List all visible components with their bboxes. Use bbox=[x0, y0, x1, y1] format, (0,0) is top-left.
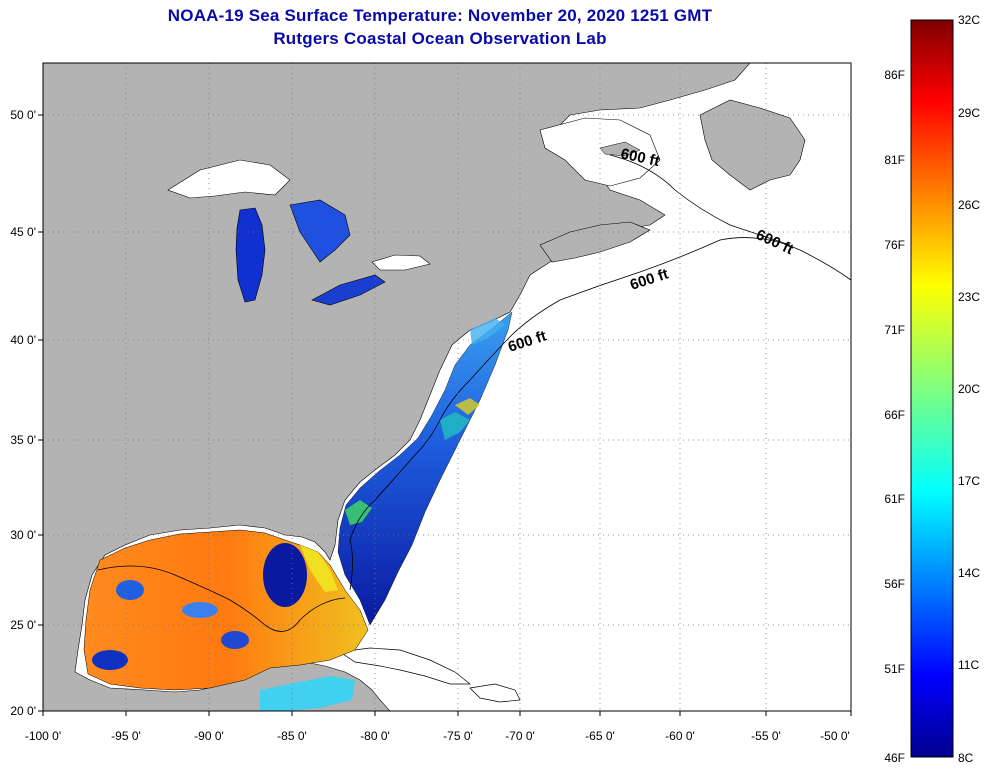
lon-tick-label: -100 0' bbox=[25, 729, 61, 743]
gulf-cool-patch bbox=[182, 602, 218, 618]
colorbar-label-c: 26C bbox=[958, 198, 980, 212]
atlantic-coastal-sst bbox=[337, 311, 513, 626]
graticule bbox=[43, 63, 851, 711]
lon-tick-label: -80 0' bbox=[360, 729, 390, 743]
colorbar-label-c: 17C bbox=[958, 474, 980, 488]
newfoundland bbox=[699, 99, 806, 191]
colorbar-label-c: 23C bbox=[958, 290, 980, 304]
colorbar-label-f: 86F bbox=[884, 68, 905, 82]
lake-michigan bbox=[235, 207, 266, 303]
gulf-stream-warm bbox=[345, 500, 372, 525]
colorbar-label-f: 76F bbox=[884, 238, 905, 252]
colorbar-label-c: 20C bbox=[958, 382, 980, 396]
lat-tick-label: 20 0' bbox=[10, 704, 36, 718]
lat-tick-label: 25 0' bbox=[10, 618, 36, 632]
gulf-stream-warm bbox=[455, 398, 480, 415]
shelf-sst bbox=[470, 318, 505, 345]
colorbar-label-f: 51F bbox=[884, 662, 905, 676]
lon-tick-label: -95 0' bbox=[111, 729, 141, 743]
lake-erie bbox=[311, 274, 386, 306]
lon-tick-marks bbox=[42, 711, 852, 716]
colorbar-label-c: 11C bbox=[958, 658, 979, 672]
map-title: NOAA-19 Sea Surface Temperature: Novembe… bbox=[167, 6, 713, 25]
colorbar-label-c: 29C bbox=[958, 106, 980, 120]
colorbar-label-f: 66F bbox=[884, 408, 905, 422]
isobath-line bbox=[97, 237, 851, 632]
gulf-cool-patch bbox=[116, 580, 144, 600]
lat-tick-label: 50 0' bbox=[10, 108, 36, 122]
map-subtitle: Rutgers Coastal Ocean Observation Lab bbox=[273, 29, 607, 48]
colorbar-label-f: 46F bbox=[884, 751, 905, 765]
map-frame bbox=[42, 62, 852, 712]
lake-huron bbox=[289, 199, 351, 263]
lat-tick-marks bbox=[38, 114, 43, 712]
lon-tick-label: -50 0' bbox=[820, 729, 850, 743]
lat-tick-label: 35 0' bbox=[10, 433, 36, 447]
colorbar-label-c: 8C bbox=[958, 751, 974, 765]
caribbean-sst bbox=[260, 676, 355, 711]
lake-ontario bbox=[371, 254, 431, 271]
anticosti bbox=[599, 141, 641, 157]
lon-tick-label: -90 0' bbox=[194, 729, 224, 743]
lat-tick-label: 40 0' bbox=[10, 333, 36, 347]
gulf-cold-patch bbox=[263, 543, 307, 607]
lon-tick-label: -75 0' bbox=[443, 729, 473, 743]
colorbar-label-f: 71F bbox=[884, 323, 905, 337]
lon-tick-label: -85 0' bbox=[277, 729, 307, 743]
cuba-island bbox=[339, 647, 471, 685]
colorbar-label-c: 14C bbox=[958, 566, 980, 580]
florida-shelf bbox=[300, 545, 338, 592]
nova-scotia bbox=[539, 221, 651, 263]
lon-tick-label: -70 0' bbox=[505, 729, 535, 743]
gulf-cool-patch bbox=[92, 650, 128, 670]
colorbar-label-c: 32C bbox=[958, 13, 980, 27]
gulf-cool-patch bbox=[221, 631, 249, 649]
colorbar-label-f: 81F bbox=[884, 153, 905, 167]
lat-tick-label: 45 0' bbox=[10, 225, 36, 239]
gulf-stream-warm bbox=[440, 412, 470, 440]
colorbar-label-f: 61F bbox=[884, 492, 905, 506]
lon-tick-label: -55 0' bbox=[751, 729, 781, 743]
colorbar-label-f: 56F bbox=[884, 577, 905, 591]
colorbar bbox=[910, 19, 954, 758]
lake-superior bbox=[167, 159, 291, 199]
lat-tick-label: 30 0' bbox=[10, 528, 36, 542]
isobath-line-north bbox=[609, 154, 791, 246]
lon-tick-label: -65 0' bbox=[585, 729, 615, 743]
gulf-st-lawrence bbox=[539, 117, 661, 187]
lon-tick-label: -60 0' bbox=[665, 729, 695, 743]
hispaniola-island bbox=[469, 683, 521, 703]
